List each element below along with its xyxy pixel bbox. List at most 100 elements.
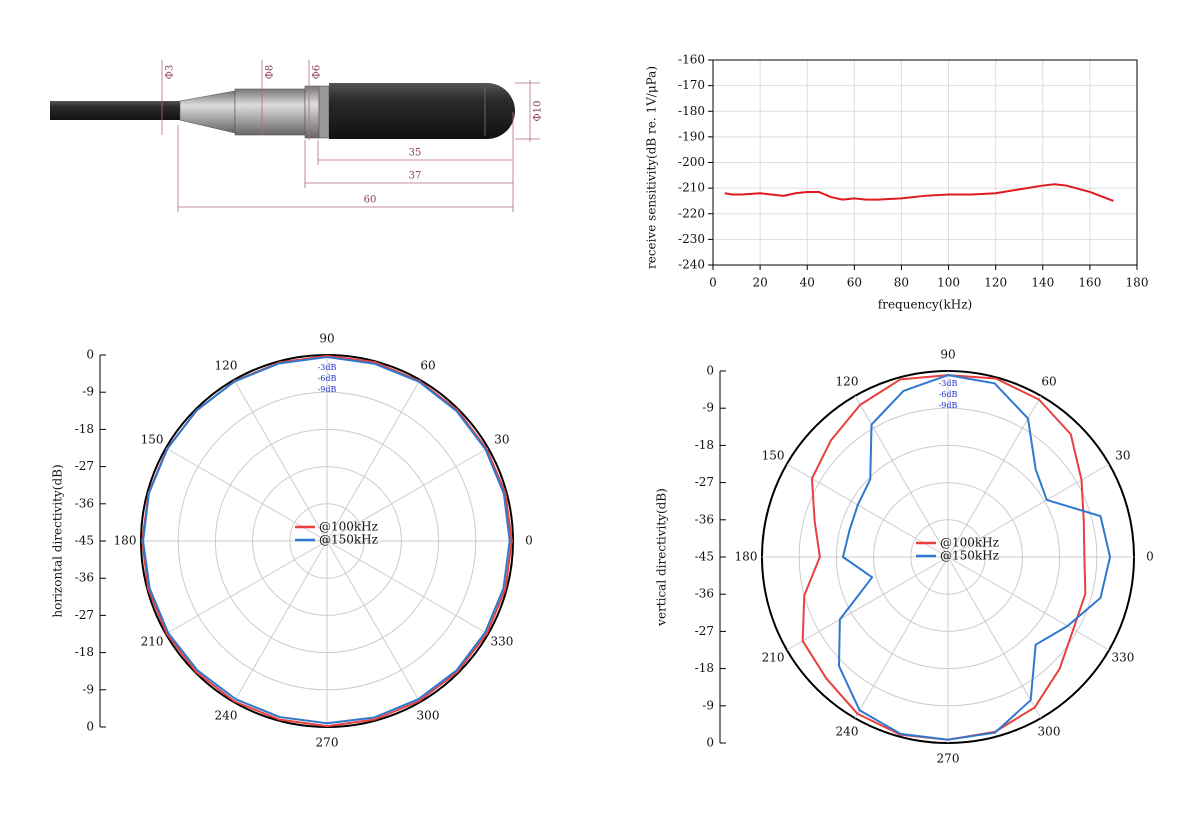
spoke xyxy=(326,540,489,635)
ring-label: -6dB xyxy=(318,374,337,383)
spoke xyxy=(326,540,421,703)
r-tick-label: -18 xyxy=(75,422,94,436)
legend-label: @100kHz xyxy=(319,520,378,534)
theta-tick-label: 180 xyxy=(735,550,758,564)
dimension-label: Φ6 xyxy=(312,65,323,80)
theta-tick-label: 60 xyxy=(1041,375,1056,389)
theta-tick-label: 120 xyxy=(215,359,238,373)
y-axis-label: horizontal directivity(dB) xyxy=(51,464,65,617)
cable xyxy=(50,101,182,120)
x-axis-label: frequency(kHz) xyxy=(878,298,972,312)
x-tick-label: 140 xyxy=(1031,276,1054,290)
theta-tick-label: 330 xyxy=(490,635,513,649)
x-tick-label: 40 xyxy=(800,276,815,290)
r-tick-label: -45 xyxy=(75,534,94,548)
r-tick-label: -18 xyxy=(75,645,94,659)
y-tick-label: -220 xyxy=(678,206,705,220)
dimension-label: Φ3 xyxy=(165,65,176,80)
r-tick-label: -36 xyxy=(695,587,714,601)
theta-tick-label: 270 xyxy=(316,736,339,750)
theta-tick-label: 30 xyxy=(494,433,509,447)
y-tick-label: -190 xyxy=(678,129,705,143)
r-tick-label: -9 xyxy=(82,385,94,399)
plot-frame xyxy=(712,59,1138,266)
r-tick-label: 0 xyxy=(706,364,714,378)
y-axis-label: vertical directivity(dB) xyxy=(655,488,669,627)
y-tick-label: -170 xyxy=(678,78,705,92)
hydrophone-drawing: Φ3 Φ8 Φ6 Φ10 35 37 60 xyxy=(50,60,544,212)
theta-tick-label: 240 xyxy=(215,708,238,722)
r-tick-label: -9 xyxy=(82,682,94,696)
x-tick-label: 160 xyxy=(1078,276,1101,290)
theta-tick-label: 150 xyxy=(762,449,785,463)
r-tick-label: -9 xyxy=(702,401,714,415)
theta-tick-label: 120 xyxy=(836,375,859,389)
r-tick-label: -45 xyxy=(695,550,714,564)
theta-tick-label: 0 xyxy=(525,534,533,548)
y-tick-label: -180 xyxy=(678,104,705,118)
ring-label: -9dB xyxy=(318,385,337,394)
dimension-label: 37 xyxy=(409,171,422,182)
ring-label: -6dB xyxy=(939,390,958,399)
y-axis-label: receive sensitivity(dB re. 1V/μPa) xyxy=(645,66,659,269)
dimension-label: Φ8 xyxy=(265,65,276,80)
data-line xyxy=(837,374,1112,741)
theta-tick-label: 210 xyxy=(762,651,785,665)
dome xyxy=(487,83,515,139)
r-tick-label: -36 xyxy=(75,496,94,510)
theta-tick-label: 210 xyxy=(141,635,164,649)
collar xyxy=(304,85,320,139)
theta-tick-label: 240 xyxy=(836,724,859,738)
theta-tick-label: 0 xyxy=(1146,550,1154,564)
dimension-lines xyxy=(161,60,540,212)
theta-tick-label: 270 xyxy=(937,752,960,766)
theta-tick-label: 90 xyxy=(319,332,334,346)
housing xyxy=(234,88,306,136)
dimension-label: 60 xyxy=(364,195,377,206)
spoke xyxy=(947,556,1042,719)
spoke xyxy=(786,556,949,651)
x-tick-label: 120 xyxy=(984,276,1007,290)
x-tick-label: 60 xyxy=(847,276,862,290)
r-tick-label: -27 xyxy=(75,608,94,622)
theta-tick-label: 30 xyxy=(1115,449,1130,463)
r-tick-label: -18 xyxy=(695,661,714,675)
cone xyxy=(179,90,236,134)
theta-tick-label: 330 xyxy=(1111,651,1134,665)
r-tick-label: -36 xyxy=(75,571,94,585)
ring-label: -3dB xyxy=(939,379,958,388)
r-tick-label: -27 xyxy=(75,459,94,473)
spoke xyxy=(854,395,949,558)
legend-label: @150kHz xyxy=(319,533,378,547)
ring xyxy=(318,85,330,139)
body xyxy=(329,83,487,139)
x-tick-label: 100 xyxy=(937,276,960,290)
data-line xyxy=(801,374,1087,741)
theta-tick-label: 60 xyxy=(420,359,435,373)
legend-label: @150kHz xyxy=(940,549,999,563)
r-tick-label: -27 xyxy=(695,475,714,489)
x-tick-label: 80 xyxy=(894,276,909,290)
r-tick-label: -27 xyxy=(695,624,714,638)
theta-tick-label: 300 xyxy=(417,708,440,722)
theta-tick-label: 300 xyxy=(1038,724,1061,738)
r-tick-label: -9 xyxy=(702,698,714,712)
spoke xyxy=(326,379,421,542)
theta-tick-label: 180 xyxy=(114,534,137,548)
y-tick-label: -240 xyxy=(678,258,705,272)
y-tick-label: -210 xyxy=(678,181,705,195)
r-tick-label: -18 xyxy=(695,438,714,452)
x-tick-label: 20 xyxy=(752,276,767,290)
dimension-label: Φ10 xyxy=(533,101,544,122)
theta-tick-label: 90 xyxy=(940,348,955,362)
r-tick-label: 0 xyxy=(706,736,714,750)
spoke xyxy=(165,540,328,635)
data-line xyxy=(142,356,511,725)
ring-label: -9dB xyxy=(939,401,958,410)
spoke xyxy=(854,556,949,719)
theta-tick-label: 150 xyxy=(141,433,164,447)
spoke xyxy=(233,379,328,542)
x-tick-label: 180 xyxy=(1126,276,1149,290)
r-tick-label: 0 xyxy=(86,348,94,362)
